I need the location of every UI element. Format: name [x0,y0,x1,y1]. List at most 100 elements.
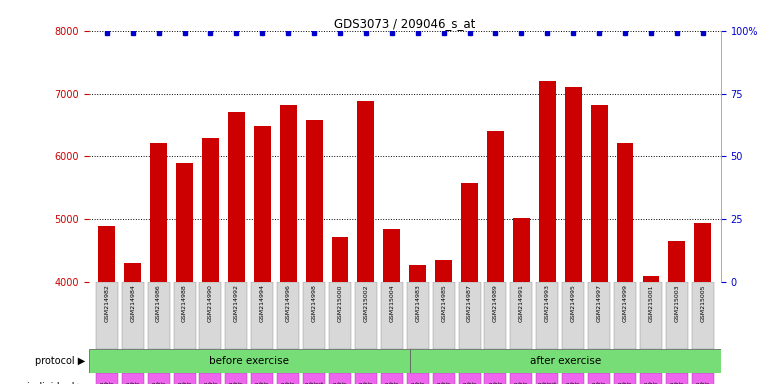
Bar [565,87,581,282]
Text: subje
ct 3: subje ct 3 [463,382,476,384]
Bar [588,373,610,384]
Text: subje
ct 2: subje ct 2 [436,382,451,384]
Text: GSM214996: GSM214996 [286,284,291,322]
Bar [329,282,351,349]
Bar [200,282,221,349]
Bar [303,373,325,384]
Bar [484,373,507,384]
Bar [666,282,688,349]
Text: GSM215000: GSM215000 [338,284,342,322]
Text: subje
ct 8: subje ct 8 [281,382,295,384]
Bar [642,276,659,282]
Bar [176,163,193,282]
Bar [225,373,247,384]
Text: GSM214989: GSM214989 [493,284,498,322]
Bar [173,373,196,384]
Text: GSM214990: GSM214990 [208,284,213,322]
Text: protocol ▶: protocol ▶ [35,356,85,366]
Text: after exercise: after exercise [530,356,601,366]
Bar [640,373,662,384]
Text: GSM214984: GSM214984 [130,284,135,322]
Text: GSM214997: GSM214997 [597,284,601,322]
Bar [537,373,558,384]
Title: GDS3073 / 209046_s_at: GDS3073 / 209046_s_at [334,17,476,30]
Text: subje
ct 10: subje ct 10 [333,382,347,384]
Text: subje
ct 11: subje ct 11 [670,382,684,384]
Bar [355,282,377,349]
Text: subject
19: subject 19 [305,382,324,384]
Text: subje
ct 9: subje ct 9 [618,382,632,384]
Text: GSM215001: GSM215001 [648,284,654,322]
Bar [228,113,244,282]
Bar [381,282,402,349]
Bar [459,282,480,349]
Bar [254,126,271,282]
Bar [173,282,196,349]
Text: subje
ct 12: subje ct 12 [695,382,710,384]
Bar [200,373,221,384]
Bar [122,373,143,384]
Bar [150,142,167,282]
Bar [251,373,273,384]
Text: subje
ct 5: subje ct 5 [204,382,217,384]
Bar [277,282,299,349]
Bar [332,237,348,282]
Text: GSM215002: GSM215002 [363,284,369,322]
Bar [461,183,478,282]
Bar [666,373,688,384]
Text: before exercise: before exercise [209,356,289,366]
Bar [513,218,530,282]
Bar [562,373,584,384]
Bar [433,373,455,384]
Text: subje
ct 2: subje ct 2 [126,382,140,384]
Bar [305,120,322,282]
Bar [692,282,714,349]
Text: subje
ct 1: subje ct 1 [99,382,114,384]
Bar [225,282,247,349]
Text: GSM214985: GSM214985 [441,284,446,322]
Text: subje
ct 4: subje ct 4 [488,382,503,384]
Bar [89,349,410,373]
Text: GSM214998: GSM214998 [311,284,317,322]
Bar [435,260,452,282]
Bar [668,242,685,282]
Text: GSM215005: GSM215005 [700,284,705,322]
Text: GSM214987: GSM214987 [467,284,472,322]
Text: GSM214994: GSM214994 [260,284,264,322]
Bar [99,226,115,282]
Bar [459,373,480,384]
Bar [407,282,429,349]
Bar [510,282,533,349]
Bar [409,265,426,282]
Bar [617,142,634,282]
Text: subje
ct 4: subje ct 4 [177,382,192,384]
Bar [280,105,297,282]
Bar [329,373,351,384]
Bar [122,282,143,349]
Text: GSM214993: GSM214993 [545,284,550,322]
Text: subje
ct 1: subje ct 1 [411,382,425,384]
Bar [124,263,141,282]
Text: subje
ct 10: subje ct 10 [644,382,658,384]
Text: GSM214991: GSM214991 [519,284,524,322]
Bar [251,282,273,349]
Bar [358,101,375,282]
Text: GSM214983: GSM214983 [416,284,420,322]
Bar [484,282,507,349]
Text: GSM214988: GSM214988 [182,284,187,322]
Bar [355,373,377,384]
Text: subje
ct 6: subje ct 6 [229,382,244,384]
Bar [202,137,219,282]
Bar [433,282,455,349]
Bar [303,282,325,349]
Bar [614,282,636,349]
Bar [407,373,429,384]
Bar [410,349,721,373]
Bar [381,373,402,384]
Bar [383,229,400,282]
Text: subje
ct 7: subje ct 7 [566,382,581,384]
Text: subje
ct 5: subje ct 5 [514,382,528,384]
Bar [692,373,714,384]
Text: subje
ct 11: subje ct 11 [359,382,373,384]
Text: GSM215004: GSM215004 [389,284,394,322]
